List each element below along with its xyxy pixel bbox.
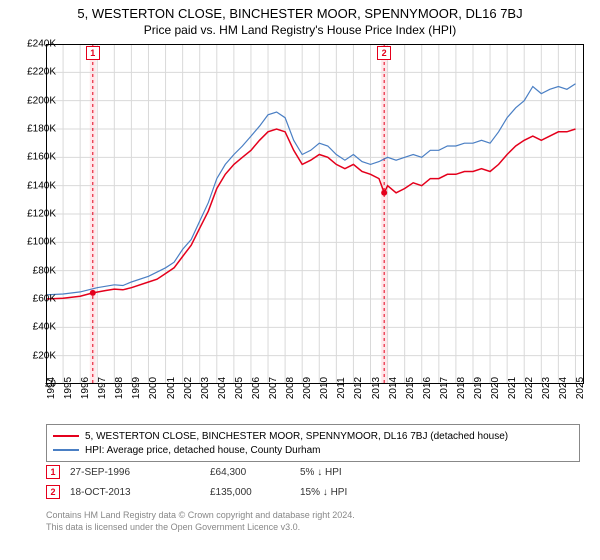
y-tick-label: £60K [33, 294, 56, 305]
sale-marker-2: 2 [377, 46, 391, 60]
legend: 5, WESTERTON CLOSE, BINCHESTER MOOR, SPE… [46, 424, 580, 462]
y-tick-label: £220K [27, 67, 56, 78]
legend-item: 5, WESTERTON CLOSE, BINCHESTER MOOR, SPE… [53, 429, 573, 443]
sales-table: 1 27-SEP-1996£64,3005% ↓ HPI 2 18-OCT-2013£… [46, 462, 400, 502]
sale-price: £135,000 [210, 487, 300, 498]
x-tick-label: 1995 [63, 377, 74, 399]
x-tick-label: 2015 [405, 377, 416, 399]
chart-subtitle: Price paid vs. HM Land Registry's House … [0, 21, 600, 37]
x-tick-label: 2018 [456, 377, 467, 399]
x-tick-label: 2005 [234, 377, 245, 399]
y-tick-label: £200K [27, 95, 56, 106]
x-tick-label: 2023 [541, 377, 552, 399]
x-tick-label: 2009 [302, 377, 313, 399]
legend-label: 5, WESTERTON CLOSE, BINCHESTER MOOR, SPE… [85, 431, 508, 442]
x-tick-label: 2001 [166, 377, 177, 399]
x-tick-label: 2008 [285, 377, 296, 399]
x-tick-label: 2014 [388, 377, 399, 399]
sale-delta: 15% ↓ HPI [300, 487, 400, 498]
legend-swatch [53, 449, 79, 451]
footer-line-1: Contains HM Land Registry data © Crown c… [46, 510, 355, 522]
footer-line-2: This data is licensed under the Open Gov… [46, 522, 355, 534]
y-tick-label: £100K [27, 237, 56, 248]
x-tick-label: 2002 [183, 377, 194, 399]
y-tick-label: £80K [33, 265, 56, 276]
y-tick-label: £120K [27, 209, 56, 220]
x-tick-label: 2011 [336, 377, 347, 399]
sale-price: £64,300 [210, 467, 300, 478]
x-tick-label: 2022 [524, 377, 535, 399]
sale-marker-box: 2 [46, 485, 60, 499]
x-tick-label: 2017 [439, 377, 450, 399]
x-tick-label: 2010 [319, 377, 330, 399]
x-tick-label: 2020 [490, 377, 501, 399]
x-tick-label: 1996 [80, 377, 91, 399]
footer-attribution: Contains HM Land Registry data © Crown c… [46, 510, 355, 533]
y-tick-label: £40K [33, 322, 56, 333]
y-tick-label: £160K [27, 152, 56, 163]
x-tick-label: 1994 [46, 377, 57, 399]
x-tick-label: 2004 [217, 377, 228, 399]
x-tick-label: 2019 [473, 377, 484, 399]
x-tick-label: 2007 [268, 377, 279, 399]
x-tick-label: 2003 [200, 377, 211, 399]
sale-row: 2 18-OCT-2013£135,00015% ↓ HPI [46, 482, 400, 502]
sale-row: 1 27-SEP-1996£64,3005% ↓ HPI [46, 462, 400, 482]
sale-date: 27-SEP-1996 [70, 467, 210, 478]
sale-marker-1: 1 [86, 46, 100, 60]
x-tick-label: 2016 [422, 377, 433, 399]
sale-date: 18-OCT-2013 [70, 487, 210, 498]
legend-swatch [53, 435, 79, 437]
x-tick-label: 1998 [114, 377, 125, 399]
sale-delta: 5% ↓ HPI [300, 467, 400, 478]
x-tick-label: 2000 [148, 377, 159, 399]
x-tick-label: 2025 [575, 377, 586, 399]
y-tick-label: £180K [27, 124, 56, 135]
x-tick-label: 2024 [558, 377, 569, 399]
chart-area [46, 44, 584, 384]
chart-title: 5, WESTERTON CLOSE, BINCHESTER MOOR, SPE… [0, 0, 600, 21]
y-tick-label: £140K [27, 180, 56, 191]
legend-label: HPI: Average price, detached house, Coun… [85, 445, 321, 456]
x-tick-label: 2013 [371, 377, 382, 399]
y-tick-label: £240K [27, 39, 56, 50]
legend-item: HPI: Average price, detached house, Coun… [53, 443, 573, 457]
line-chart [46, 44, 584, 384]
x-tick-label: 2021 [507, 377, 518, 399]
chart-container: 5, WESTERTON CLOSE, BINCHESTER MOOR, SPE… [0, 0, 600, 560]
sale-marker-box: 1 [46, 465, 60, 479]
x-tick-label: 1999 [131, 377, 142, 399]
y-tick-label: £20K [33, 350, 56, 361]
x-tick-label: 1997 [97, 377, 108, 399]
x-tick-label: 2012 [353, 377, 364, 399]
x-tick-label: 2006 [251, 377, 262, 399]
